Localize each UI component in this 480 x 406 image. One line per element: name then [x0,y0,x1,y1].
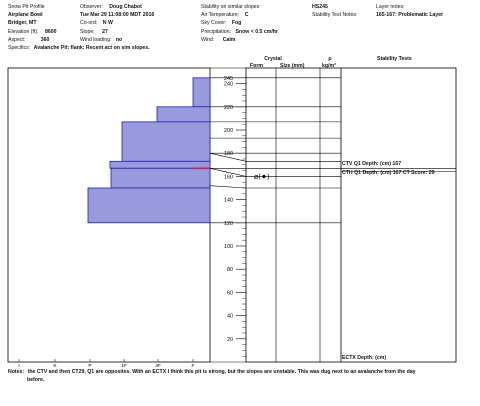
x-tick-label-2: P [88,363,91,369]
stability-test-ectx: ECTX Depth: (cm) [342,355,387,361]
stability-test-notes-value: 165-167: Problematic Layer [376,12,444,18]
wind: Wind: Calm [201,37,236,43]
y-tick-label-180: 180 [224,151,233,157]
crystal-header: Crystal [264,56,282,62]
y-tick-label-80: 80 [227,267,233,273]
x-tick-label-3: 1F [121,363,127,369]
observation-date: Tue Mar 29 11:08:00 MDT 2016 [80,12,155,18]
notes-continued: before. [27,377,45,383]
notes: Notes: the CTV and then CT29, Q1 are opp… [8,369,416,375]
y-tick-label-60: 60 [227,290,233,296]
y-tick-label-40: 40 [227,314,233,320]
slope: Slope: 27 [80,29,108,35]
precipitation: Precipitation: Snow < 0.5 cm/hr [201,29,278,35]
observer: Observer: Doug Chabot [80,4,142,10]
hardness-bars [87,77,211,224]
stability-test-cth: CTH Q1 Depth: (cm) 167 CT Score: 29 [342,170,435,176]
x-tick-label-5: F [192,363,195,369]
stability-tests-header: Stability Tests [377,56,412,62]
hardness-bar-5 [87,187,211,224]
size-header: Size (mm) [280,63,305,69]
y-tick-label-120: 120 [224,221,233,227]
stability-test-notes-label: Stability Test Notes: [312,12,358,18]
density-header: ρ [328,56,332,62]
layer-boundary-8 [209,185,341,189]
y-tick-label-140: 140 [224,198,233,204]
aspect: Aspect: 360 [8,37,50,43]
hardness-axis: I K P 1F 4F F [18,359,195,369]
sky-cover: Sky Cover: Fog [201,20,242,26]
layer-boundaries [209,77,456,224]
y-tick-label-220: 220 [224,105,233,111]
y-top-label: 245 [224,76,233,82]
y-tick-label-100: 100 [224,244,233,250]
form-header: Form [250,63,263,69]
region-name: Bridger, MT [8,20,37,26]
specifics: Specifics: Avalanche Pit: flank; Recent … [8,45,150,51]
grain-symbol: ø(⚫) [254,173,270,181]
hardness-bar-3 [109,160,211,169]
layer-table-frame [245,67,457,363]
y-tick-label-20: 20 [227,337,233,343]
header-title: Snow Pit Profile [8,4,45,10]
coordinates: Co-ord: N W [80,20,113,26]
elevation: Elevation (ft): 8600 [8,29,57,35]
hardness-bar-4 [110,167,211,189]
wind-loading: Wind loading: no [80,37,123,43]
y-tick-label-160: 160 [224,174,233,180]
stability-test-ctv: CTV Q1 Depth: (cm) 167 [342,161,402,167]
hardness-bar-0 [192,77,211,108]
y-tick-label-200: 200 [224,128,233,134]
stability-similar-value: HS245 [312,4,328,10]
hardness-bar-1 [156,106,211,123]
x-tick-label-0: I [18,363,19,369]
layer-boundary-5 [209,152,341,162]
y-tick-label-240: 240 [224,82,233,88]
hardness-bar-2 [121,121,211,162]
stability-similar-label: Stability on similar slopes: [201,4,261,10]
layer-notes-label: Layer notes: [376,4,405,10]
location-name: Airplane Bowl [8,12,43,18]
x-tick-label-4: 4F [155,363,161,369]
air-temperature: Air Temperature: C [201,12,249,18]
density-unit: kg/m³ [322,63,336,69]
x-tick-label-1: K [53,363,57,369]
